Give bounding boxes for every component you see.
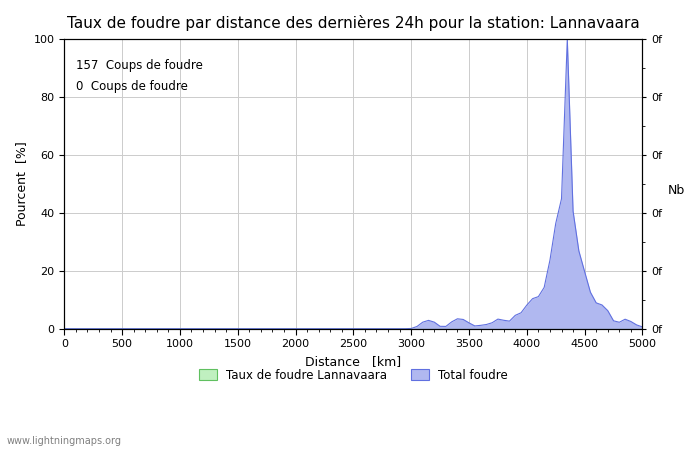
Text: 157  Coups de foudre: 157 Coups de foudre xyxy=(76,59,203,72)
Legend: Taux de foudre Lannavaara, Total foudre: Taux de foudre Lannavaara, Total foudre xyxy=(195,364,512,387)
Y-axis label: Pourcent  [%]: Pourcent [%] xyxy=(15,141,28,226)
Title: Taux de foudre par distance des dernières 24h pour la station: Lannavaara: Taux de foudre par distance des dernière… xyxy=(67,15,640,31)
Y-axis label: Nb: Nb xyxy=(668,184,685,197)
Text: 0  Coups de foudre: 0 Coups de foudre xyxy=(76,80,188,93)
Text: www.lightningmaps.org: www.lightningmaps.org xyxy=(7,436,122,446)
X-axis label: Distance   [km]: Distance [km] xyxy=(305,355,401,368)
